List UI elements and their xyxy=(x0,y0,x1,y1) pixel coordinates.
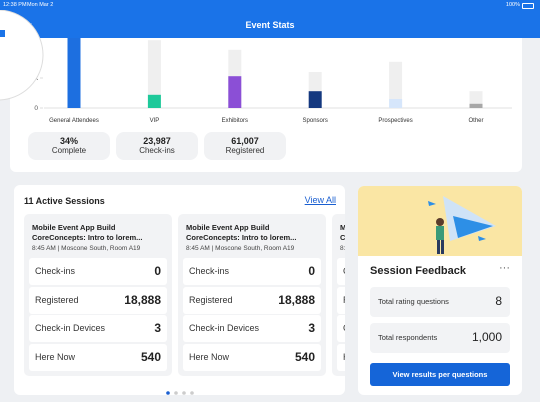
session-card[interactable]: Mobile Event App Build CoreConcepts: Int… xyxy=(178,214,326,376)
row-value: 8 xyxy=(495,294,502,308)
nav-title: Event Stats xyxy=(245,20,295,30)
session-row: Here Now 540 xyxy=(29,344,167,372)
stat-value: 61,007 xyxy=(231,136,259,146)
session-row: Check-ins 0 xyxy=(183,258,321,285)
sessions-carousel: Mobile Event App Build CoreConcepts: Int… xyxy=(24,214,345,380)
view-all-link[interactable]: View All xyxy=(304,195,336,205)
row-label: Total respondents xyxy=(378,333,438,342)
session-title: Mobile Event App Build CoreConcepts: Int… xyxy=(186,223,297,242)
bar xyxy=(67,33,81,108)
session-title: Mobile Event App Build CoreConcepts: Int… xyxy=(340,223,345,242)
feedback-row: Total rating questions 8 xyxy=(370,287,510,317)
row-label: Total rating questions xyxy=(378,297,449,306)
bar xyxy=(308,91,322,108)
illustration xyxy=(358,186,522,256)
row-label: Check-ins xyxy=(35,266,76,276)
row-label: Registered xyxy=(35,294,79,305)
session-row: Here Now 540 xyxy=(183,344,321,372)
pagination xyxy=(165,383,197,401)
row-label: Check-in Devices xyxy=(189,323,260,334)
status-time: 12:38 PM xyxy=(3,2,27,8)
row-label: Here Now xyxy=(35,352,76,363)
total-bar xyxy=(389,61,403,108)
session-meta: 8:45 AM | Moscone South, Room A19 xyxy=(340,245,345,252)
category-label: General Attendees xyxy=(49,118,99,124)
bar xyxy=(228,76,242,108)
category-label: VIP xyxy=(150,118,160,124)
stat-pill: 61,007 Registered xyxy=(204,132,286,160)
session-meta: 8:45 AM | Moscone South, Room A19 xyxy=(186,245,295,252)
row-value: 0 xyxy=(154,264,161,278)
session-row: Registered 18,888 xyxy=(29,286,167,314)
session-title: Mobile Event App Build CoreConcepts: Int… xyxy=(32,223,143,242)
y-tick-label: 0 xyxy=(34,105,38,112)
feedback-title: Session Feedback xyxy=(370,265,466,277)
sessions-title: 11 Active Sessions xyxy=(24,196,105,206)
stat-pill: 23,987 Check-ins xyxy=(116,132,198,160)
chart: 10k5k0General AttendeesVIPExhibitorsSpon… xyxy=(28,33,512,124)
session-row: Check-ins 0 xyxy=(29,258,167,285)
row-label: Check-ins xyxy=(189,266,230,276)
category-label: Other xyxy=(468,118,483,124)
row-value: 0 xyxy=(308,264,315,278)
total-bar xyxy=(147,40,161,109)
stat-pill: 34% Complete xyxy=(28,132,110,160)
session-row: Check-in Devices 3 xyxy=(29,315,167,343)
row-value: 3 xyxy=(154,321,161,336)
category-label: Sponsors xyxy=(303,118,328,124)
feedback-row: Total respondents 1,000 xyxy=(370,323,510,353)
bar xyxy=(147,94,161,108)
avatar xyxy=(0,10,44,101)
battery-icon xyxy=(522,3,534,9)
stat-value: 34% xyxy=(59,136,78,146)
row-label: Registered xyxy=(189,294,233,305)
status-date: Mon Mar 2 xyxy=(27,2,54,8)
row-value: 3 xyxy=(308,321,315,336)
category-label: Prospectives xyxy=(378,118,412,124)
row-label: Check-in Devices xyxy=(343,323,345,333)
row-label: Here Now xyxy=(343,352,345,362)
row-label: Here Now xyxy=(189,352,230,363)
session-meta: 8:45 AM | Moscone South, Room A19 xyxy=(32,245,141,252)
bar xyxy=(469,103,483,108)
session-row: Registered 18,888 xyxy=(183,286,321,314)
battery: 100% xyxy=(505,2,520,8)
session-row: Check-in Devices 3 xyxy=(183,315,321,343)
session-card[interactable]: Mobile Event App Build CoreConcepts: Int… xyxy=(24,214,172,376)
row-value: 18,888 xyxy=(278,292,315,307)
session-card[interactable]: Mobile Event App Build CoreConcepts: Int… xyxy=(332,214,345,376)
row-value: 540 xyxy=(140,350,161,365)
nav-bar: 12:38 PM Mon Mar 2 100% Back Event Stats xyxy=(0,0,540,38)
category-label: Exhibitors xyxy=(222,118,248,124)
more-menu[interactable]: ··· xyxy=(499,262,510,274)
bar xyxy=(389,99,403,108)
stat-value: 23,987 xyxy=(143,136,171,146)
row-label: Registered xyxy=(343,295,345,305)
row-value: 540 xyxy=(294,350,315,365)
row-label: Check-in Devices xyxy=(35,323,106,334)
stat-label: Registered xyxy=(225,146,265,155)
stat-label: Check-ins xyxy=(139,146,175,155)
stat-label: Complete xyxy=(51,146,87,155)
row-label: Check-ins xyxy=(343,266,345,276)
results-button[interactable]: View results per questions xyxy=(370,363,510,386)
row-value: 18,888 xyxy=(124,292,161,307)
row-value: 1,000 xyxy=(471,330,502,344)
